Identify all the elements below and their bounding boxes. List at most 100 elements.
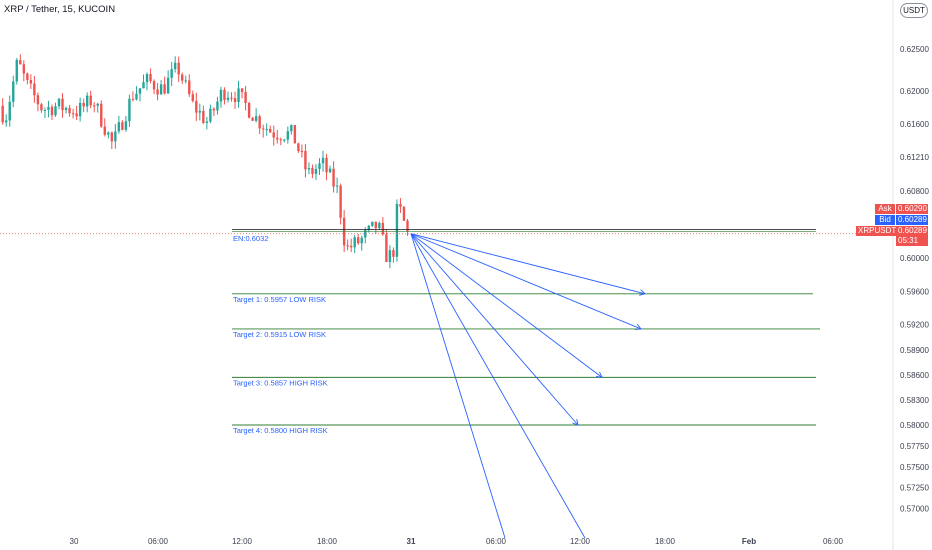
candle-body — [166, 77, 170, 94]
candle-body — [156, 89, 159, 95]
time-tick-label: 31 — [407, 537, 416, 546]
time-tick-label: 06:00 — [486, 537, 507, 546]
candle-body — [240, 88, 244, 92]
candle-body — [114, 131, 117, 142]
candle-body — [181, 74, 184, 81]
candle-body — [388, 250, 392, 262]
projection-arrow[interactable] — [410, 233, 506, 539]
candle-body — [40, 104, 43, 111]
candle-body — [247, 102, 251, 118]
candle-body — [244, 91, 247, 103]
target-label: Target 4: 0.5800 HIGH RISK — [233, 426, 328, 435]
candle-body — [22, 64, 26, 74]
candle-body — [85, 95, 89, 107]
projection-arrow[interactable] — [410, 233, 603, 378]
price-tick-label: 0.58300 — [900, 396, 929, 405]
time-tick-label: 06:00 — [823, 537, 844, 546]
candle-body — [195, 100, 198, 113]
candle-body — [269, 128, 272, 133]
candle-body — [297, 143, 300, 152]
candle-body — [75, 113, 78, 117]
candle-body — [311, 167, 314, 174]
candle-body — [131, 98, 135, 100]
candle-body — [128, 98, 131, 122]
candle-body — [314, 168, 318, 174]
candle-body — [124, 121, 128, 130]
candle-body — [96, 103, 99, 106]
price-tick-label: 0.60000 — [900, 254, 929, 263]
candle-body — [152, 81, 156, 90]
projection-arrow[interactable] — [410, 233, 579, 426]
price-tick-label: 0.58600 — [900, 371, 929, 380]
time-axis[interactable]: 30 06:00 12:00 18:00 31 06:00 12:00 18:00 Feb 06:… — [70, 537, 844, 546]
candle-body — [335, 185, 339, 187]
candle-body — [251, 117, 254, 121]
candle-body — [265, 128, 268, 130]
targets-layer: Target 1: 0.5957 LOW RISK Target 2: 0.591… — [232, 293, 820, 435]
candle-body — [173, 62, 177, 70]
price-tick-label: 0.58000 — [900, 421, 929, 430]
last-price-tag: 0.60289 — [896, 226, 928, 236]
candle-body — [261, 128, 265, 130]
candle-body — [50, 106, 54, 116]
candle-body — [205, 121, 209, 123]
candle-body — [283, 139, 286, 141]
candle-body — [188, 80, 191, 95]
arrow-head — [572, 419, 579, 426]
projection-arrow[interactable] — [410, 233, 586, 539]
candle-body — [223, 89, 226, 100]
time-tick-label: 06:00 — [148, 537, 169, 546]
candle-body — [93, 105, 96, 107]
candle-body — [385, 234, 388, 262]
price-tick-label: 0.59600 — [900, 287, 929, 296]
candle-body — [89, 95, 92, 106]
candle-body — [159, 84, 163, 95]
candle-body — [279, 139, 282, 141]
candle-body — [103, 126, 106, 135]
candle-body — [286, 131, 290, 140]
candle-body — [163, 84, 166, 94]
candle-body — [145, 74, 149, 83]
candle-body — [64, 107, 68, 111]
price-tick-label: 0.60800 — [900, 187, 929, 196]
projection-arrow[interactable] — [410, 233, 646, 295]
candle-body — [71, 113, 75, 115]
candle-body — [19, 60, 22, 65]
candle-body — [177, 62, 180, 75]
candle-body — [357, 237, 360, 244]
projection-arrow[interactable] — [410, 233, 642, 330]
candle-body — [332, 168, 335, 187]
candle-body — [1, 105, 4, 123]
candle-body — [68, 107, 71, 114]
ask-tag-label: Ask — [875, 204, 895, 214]
price-axis[interactable]: 0.62500 0.62000 0.61600 0.61210 0.60800 0.600… — [900, 45, 929, 514]
candle-body — [12, 81, 15, 102]
candle-body — [209, 108, 212, 122]
price-tick-label: 0.58900 — [900, 346, 929, 355]
candle-body — [276, 137, 279, 140]
candle-body — [374, 221, 378, 229]
candle-body — [328, 168, 332, 173]
candle-body — [367, 225, 370, 231]
candle-body — [202, 110, 205, 123]
candle-body — [8, 101, 11, 121]
candle-body — [212, 108, 216, 111]
candle-body — [290, 125, 293, 132]
bid-tag-value: 0.60289 — [896, 215, 928, 225]
time-tick-label: 18:00 — [655, 537, 676, 546]
entry-layer: EN:0.6032 — [0, 229, 893, 243]
candle-body — [395, 203, 399, 257]
price-tick-label: 0.57250 — [900, 484, 929, 493]
candle-body — [378, 222, 381, 229]
candle-body — [117, 122, 121, 132]
candle-body — [381, 222, 385, 235]
currency-selector[interactable]: USDT — [900, 3, 928, 18]
price-tick-label: 0.62000 — [900, 87, 929, 96]
time-tick-label: Feb — [742, 537, 756, 546]
arrow-head — [595, 371, 603, 378]
candle-body — [43, 109, 47, 111]
candle-body — [339, 185, 342, 218]
time-tick-label: 18:00 — [317, 537, 338, 546]
candle-body — [307, 167, 311, 170]
